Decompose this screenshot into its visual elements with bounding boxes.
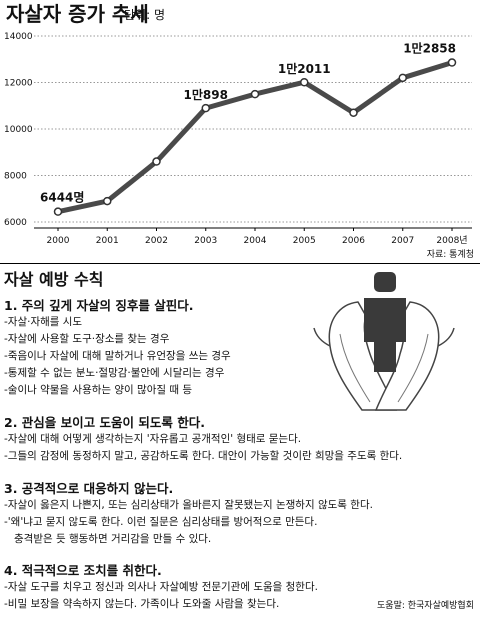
y-tick-label: 6000 (4, 218, 27, 228)
guide-section-3: 3. 공격적으로 대응하지 않는다. -자살이 옳은지 나쁜지, 또는 심리상태… (4, 480, 373, 548)
x-tick-label: 2008년 (436, 235, 467, 246)
data-point (300, 77, 309, 87)
list-item: -자살에 대해 어떻게 생각하는지 '자유롭고 공개적인' 형태로 묻는다. (4, 433, 302, 445)
y-tick-label: 12000 (4, 79, 33, 89)
guide-section-2: 2. 관심을 보이고 도움이 되도록 한다. -자살에 대해 어떻게 생각하는지… (4, 414, 402, 465)
list-item: -자살 도구를 치우고 정신과 의사나 자살예방 전문기관에 도움을 청한다. (4, 581, 318, 593)
x-tick-label: 2004 (244, 236, 267, 246)
data-point (103, 196, 112, 206)
guide-section-1: 1. 주의 깊게 자살의 징후를 살핀다. -자살·자해를 시도 -자살에 사용… (4, 297, 231, 399)
grid (34, 35, 472, 229)
list-item: -'왜'냐고 묻지 않도록 한다. 이런 질문은 심리상태를 방어적으로 만든다… (4, 516, 318, 528)
data-point (152, 157, 161, 166)
section-heading: 3. 공격적으로 대응하지 않는다. (4, 481, 174, 496)
chart-unit: 단위: 명 (124, 8, 165, 22)
data-point (201, 103, 210, 113)
x-tick-label: 2007 (391, 236, 414, 246)
data-labels: 6444명 1만898 1만2011 1만2858 (40, 41, 456, 205)
x-tick-label: 2006 (342, 236, 365, 246)
data-point (349, 108, 358, 117)
chart-title: 자살자 증가 추세 (6, 2, 149, 26)
data-point (250, 89, 260, 99)
chart-source: 자료: 통계청 (427, 248, 474, 260)
data-label: 6444명 (40, 191, 84, 205)
x-tick-label: 2002 (145, 236, 168, 246)
list-item: -자살이 옳은지 나쁜지, 또는 심리상태가 올바른지 잘못됐는지 논쟁하지 않… (4, 499, 373, 511)
data-point (53, 207, 63, 216)
data-label: 1만898 (184, 87, 228, 102)
x-axis: 2000 2001 2002 2003 2004 2005 2006 2007 2008년 (47, 228, 468, 246)
y-tick-label: 10000 (4, 125, 33, 135)
divider (0, 263, 480, 264)
supporting-hands-icon (313, 272, 455, 411)
x-tick-label: 2005 (293, 236, 316, 246)
list-item: -자살에 사용할 도구·장소를 찾는 경우 (4, 333, 170, 345)
list-item: -그들의 감정에 동정하지 말고, 공감하도록 한다. 대안이 가능할 것이란 … (4, 450, 403, 462)
section-heading: 4. 적극적으로 조치를 취한다. (4, 563, 162, 578)
x-tick-label: 2003 (194, 236, 217, 246)
list-item: -비밀 보장을 약속하지 않는다. 가족이나 도와줄 사람을 찾는다. (4, 598, 280, 610)
list-item: -죽음이나 자살에 대해 말하거나 유언장을 쓰는 경우 (4, 350, 231, 362)
section-heading: 2. 관심을 보이고 도움이 되도록 한다. (4, 415, 205, 430)
list-item: -자살·자해를 시도 (4, 316, 83, 328)
list-item: -통제할 수 없는 분노·절망감·불안에 시달리는 경우 (4, 367, 225, 379)
data-label: 1만2011 (278, 61, 331, 76)
list-item: 충격받은 듯 행동하면 거리감을 만들 수 있다. (14, 533, 212, 545)
data-point (398, 73, 407, 83)
guide-section-4: 4. 적극적으로 조치를 취한다. -자살 도구를 치우고 정신과 의사나 자살… (4, 562, 318, 613)
line-chart: 자살자 증가 추세 단위: 명 14000120001000080006000 … (4, 2, 474, 260)
data-point (447, 58, 457, 67)
y-axis: 14000 12000 10000 8000 6000 (4, 32, 33, 228)
series-line (55, 60, 455, 215)
credit-text: 도움말: 한국자살예방협회 (377, 601, 474, 611)
guide-title: 자살 예방 수칙 (4, 270, 104, 289)
data-points (53, 58, 457, 216)
y-tick-label: 8000 (4, 172, 27, 182)
section-heading: 1. 주의 깊게 자살의 징후를 살핀다. (4, 298, 194, 313)
x-tick-label: 2001 (96, 236, 119, 246)
x-tick-label: 2000 (47, 236, 70, 246)
prevention-guide: 자살 예방 수칙 1. 주의 깊게 자살의 징후를 살핀다. -자살·자해를 시… (0, 264, 480, 617)
y-tick-label: 14000 (4, 32, 33, 42)
data-label: 1만2858 (403, 41, 456, 56)
list-item: -술이나 약물을 사용하는 양이 많아질 때 등 (4, 384, 193, 396)
